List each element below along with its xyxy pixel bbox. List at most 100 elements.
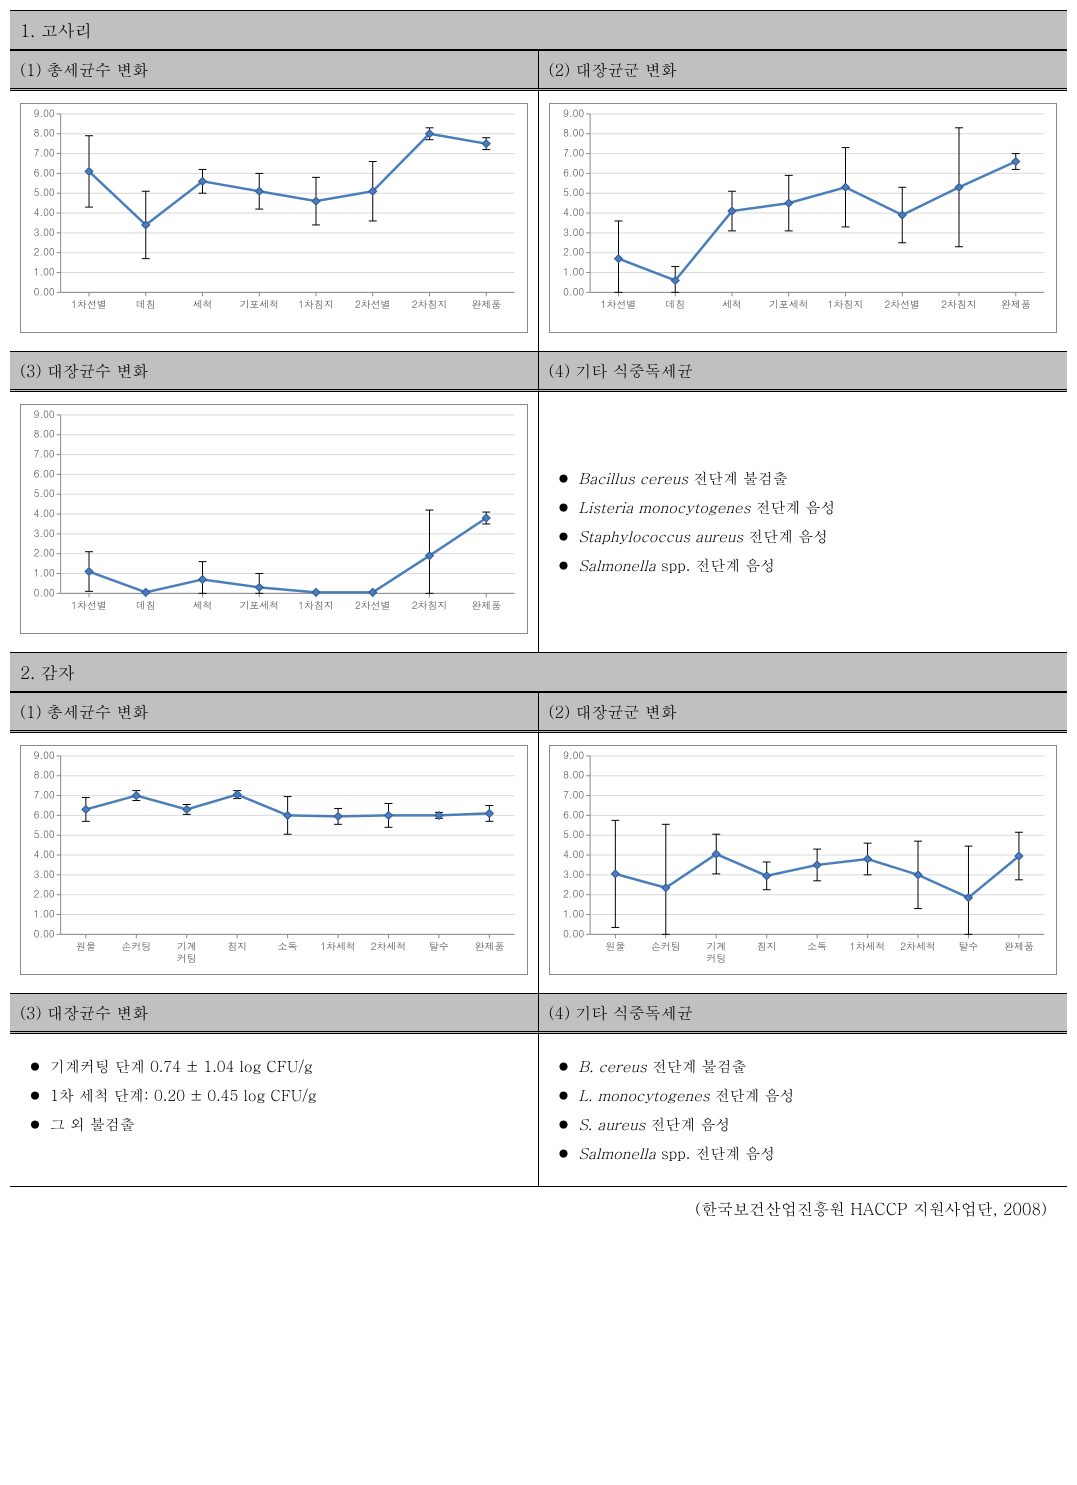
svg-text:완제품: 완제품 bbox=[471, 598, 501, 612]
svg-text:완제품: 완제품 bbox=[1000, 297, 1030, 311]
chart-1-2-cell: 0.001.002.003.004.005.006.007.008.009.00… bbox=[539, 91, 1068, 351]
section-1-title: 1. 고사리 bbox=[20, 18, 92, 42]
svg-text:7.00: 7.00 bbox=[563, 788, 584, 802]
row-1-content-b: 0.001.002.003.004.005.006.007.008.009.00… bbox=[10, 392, 1067, 652]
svg-text:4.00: 4.00 bbox=[563, 847, 584, 861]
svg-text:0.00: 0.00 bbox=[563, 926, 584, 940]
list-item: Staphylococcus aureus 전단계 음성 bbox=[559, 522, 836, 551]
bullet-list-2-4: B. cereus 전단계 불검출L. monocytogenes 전단계 음성… bbox=[553, 1052, 1054, 1168]
header-1-3: (3) 대장균수 변화 bbox=[10, 351, 539, 392]
svg-text:4.00: 4.00 bbox=[34, 847, 55, 861]
section-1-header: 1. 고사리 bbox=[10, 10, 1067, 50]
svg-text:0.00: 0.00 bbox=[34, 585, 55, 599]
svg-text:1차선별: 1차선별 bbox=[71, 598, 107, 612]
text-1-4-cell: Bacillus cereus 전단계 불검출Listeria monocyto… bbox=[539, 392, 1068, 652]
svg-text:완제품: 완제품 bbox=[475, 939, 505, 953]
svg-text:세척: 세척 bbox=[193, 297, 213, 311]
chart-1-2: 0.001.002.003.004.005.006.007.008.009.00… bbox=[549, 103, 1058, 333]
svg-text:1차침지: 1차침지 bbox=[298, 297, 334, 311]
text-2-3-cell: 기계커팅 단계 0.74 ± 1.04 log CFU/g1차 세척 단계: 0… bbox=[10, 1034, 539, 1186]
svg-text:9.00: 9.00 bbox=[563, 106, 584, 120]
chart-1-1-cell: 0.001.002.003.004.005.006.007.008.009.00… bbox=[10, 91, 539, 351]
svg-text:6.00: 6.00 bbox=[563, 165, 584, 179]
svg-text:8.00: 8.00 bbox=[563, 126, 584, 140]
svg-text:7.00: 7.00 bbox=[34, 146, 55, 160]
row-1-headers: (1) 총세균수 변화 (2) 대장균군 변화 bbox=[10, 50, 1067, 91]
header-2-3: (3) 대장균수 변화 bbox=[10, 993, 539, 1034]
svg-text:3.00: 3.00 bbox=[34, 526, 55, 540]
row-1-headers-b: (3) 대장균수 변화 (4) 기타 식중독세균 bbox=[10, 351, 1067, 392]
svg-text:3.00: 3.00 bbox=[34, 867, 55, 881]
svg-text:3.00: 3.00 bbox=[34, 225, 55, 239]
svg-text:세척: 세척 bbox=[722, 297, 742, 311]
list-item: Listeria monocytogenes 전단계 음성 bbox=[559, 493, 836, 522]
svg-text:커팅: 커팅 bbox=[706, 951, 726, 965]
list-item: Bacillus cereus 전단계 불검출 bbox=[559, 464, 836, 493]
list-item: S. aureus 전단계 음성 bbox=[559, 1110, 1054, 1139]
svg-text:침지: 침지 bbox=[227, 939, 247, 953]
header-1-1: (1) 총세균수 변화 bbox=[10, 50, 539, 91]
svg-text:2차침지: 2차침지 bbox=[412, 598, 448, 612]
svg-text:9.00: 9.00 bbox=[34, 407, 55, 421]
chart-2-2: 0.001.002.003.004.005.006.007.008.009.00… bbox=[549, 745, 1058, 975]
svg-text:3.00: 3.00 bbox=[563, 867, 584, 881]
svg-text:9.00: 9.00 bbox=[34, 748, 55, 762]
header-1-2: (2) 대장균군 변화 bbox=[539, 50, 1068, 91]
footer-citation: (한국보건산업진흥원 HACCP 지원사업단, 2008) bbox=[10, 1187, 1067, 1220]
svg-text:8.00: 8.00 bbox=[563, 768, 584, 782]
list-item: 기계커팅 단계 0.74 ± 1.04 log CFU/g bbox=[30, 1052, 524, 1081]
section-2-header: 2. 감자 bbox=[10, 652, 1067, 692]
header-2-2: (2) 대장균군 변화 bbox=[539, 692, 1068, 733]
list-item: B. cereus 전단계 불검출 bbox=[559, 1052, 1054, 1081]
svg-text:기포세척: 기포세척 bbox=[768, 297, 808, 311]
chart-2-1-cell: 0.001.002.003.004.005.006.007.008.009.00… bbox=[10, 733, 539, 993]
row-1-charts: 0.001.002.003.004.005.006.007.008.009.00… bbox=[10, 91, 1067, 351]
svg-text:2.00: 2.00 bbox=[34, 546, 55, 560]
svg-text:2.00: 2.00 bbox=[563, 245, 584, 259]
svg-text:5.00: 5.00 bbox=[34, 185, 55, 199]
svg-text:9.00: 9.00 bbox=[34, 106, 55, 120]
svg-text:6.00: 6.00 bbox=[34, 807, 55, 821]
svg-text:2차침지: 2차침지 bbox=[412, 297, 448, 311]
svg-text:0.00: 0.00 bbox=[34, 284, 55, 298]
svg-text:2.00: 2.00 bbox=[34, 245, 55, 259]
chart-2-2-cell: 0.001.002.003.004.005.006.007.008.009.00… bbox=[539, 733, 1068, 993]
svg-text:1.00: 1.00 bbox=[34, 565, 55, 579]
section-2-title: 2. 감자 bbox=[20, 660, 75, 684]
svg-text:1차선별: 1차선별 bbox=[71, 297, 107, 311]
svg-text:5.00: 5.00 bbox=[34, 486, 55, 500]
row-2-content-b: 기계커팅 단계 0.74 ± 1.04 log CFU/g1차 세척 단계: 0… bbox=[10, 1034, 1067, 1187]
list-item: Salmonella spp. 전단계 음성 bbox=[559, 1139, 1054, 1168]
svg-text:손커팅: 손커팅 bbox=[650, 939, 680, 953]
svg-text:8.00: 8.00 bbox=[34, 427, 55, 441]
svg-text:탈수: 탈수 bbox=[429, 939, 449, 953]
svg-text:6.00: 6.00 bbox=[34, 165, 55, 179]
svg-text:1.00: 1.00 bbox=[34, 264, 55, 278]
svg-text:데침: 데침 bbox=[136, 297, 156, 311]
svg-text:탈수: 탈수 bbox=[958, 939, 978, 953]
svg-text:2차세척: 2차세척 bbox=[371, 939, 407, 953]
svg-text:3.00: 3.00 bbox=[563, 225, 584, 239]
svg-text:5.00: 5.00 bbox=[34, 827, 55, 841]
list-item: 1차 세척 단계: 0.20 ± 0.45 log CFU/g bbox=[30, 1081, 524, 1110]
row-2-charts: 0.001.002.003.004.005.006.007.008.009.00… bbox=[10, 733, 1067, 993]
list-item: 그 외 불검출 bbox=[30, 1110, 524, 1139]
list-item: L. monocytogenes 전단계 음성 bbox=[559, 1081, 1054, 1110]
svg-text:6.00: 6.00 bbox=[34, 466, 55, 480]
svg-text:9.00: 9.00 bbox=[563, 748, 584, 762]
svg-text:2차선별: 2차선별 bbox=[355, 598, 391, 612]
chart-2-1: 0.001.002.003.004.005.006.007.008.009.00… bbox=[20, 745, 528, 975]
bullet-list-1-4: Bacillus cereus 전단계 불검출Listeria monocyto… bbox=[553, 464, 836, 580]
svg-text:2차선별: 2차선별 bbox=[884, 297, 920, 311]
svg-text:완제품: 완제품 bbox=[1004, 939, 1034, 953]
list-item: Salmonella spp. 전단계 음성 bbox=[559, 551, 836, 580]
svg-text:1차세척: 1차세척 bbox=[849, 939, 885, 953]
chart-1-3: 0.001.002.003.004.005.006.007.008.009.00… bbox=[20, 404, 528, 634]
chart-1-3-cell: 0.001.002.003.004.005.006.007.008.009.00… bbox=[10, 392, 539, 652]
svg-text:6.00: 6.00 bbox=[563, 807, 584, 821]
svg-text:원물: 원물 bbox=[605, 939, 625, 953]
text-2-4-cell: B. cereus 전단계 불검출L. monocytogenes 전단계 음성… bbox=[539, 1034, 1068, 1186]
svg-text:1차침지: 1차침지 bbox=[298, 598, 334, 612]
svg-text:0.00: 0.00 bbox=[563, 284, 584, 298]
chart-1-1: 0.001.002.003.004.005.006.007.008.009.00… bbox=[20, 103, 528, 333]
